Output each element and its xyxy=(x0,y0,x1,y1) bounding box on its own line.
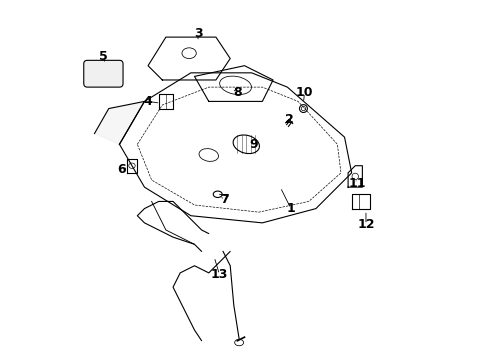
Text: 4: 4 xyxy=(143,95,152,108)
Text: 6: 6 xyxy=(117,163,125,176)
Text: 9: 9 xyxy=(249,138,258,151)
Text: 5: 5 xyxy=(99,50,107,63)
Text: 1: 1 xyxy=(286,202,295,215)
Text: 3: 3 xyxy=(193,27,202,40)
Text: 10: 10 xyxy=(295,86,313,99)
Text: 12: 12 xyxy=(356,218,374,231)
Text: 11: 11 xyxy=(347,177,365,190)
Polygon shape xyxy=(94,102,144,144)
Text: 2: 2 xyxy=(284,113,293,126)
FancyBboxPatch shape xyxy=(83,60,123,87)
Text: 13: 13 xyxy=(210,268,228,281)
Text: 8: 8 xyxy=(233,86,241,99)
Text: 7: 7 xyxy=(220,193,229,206)
